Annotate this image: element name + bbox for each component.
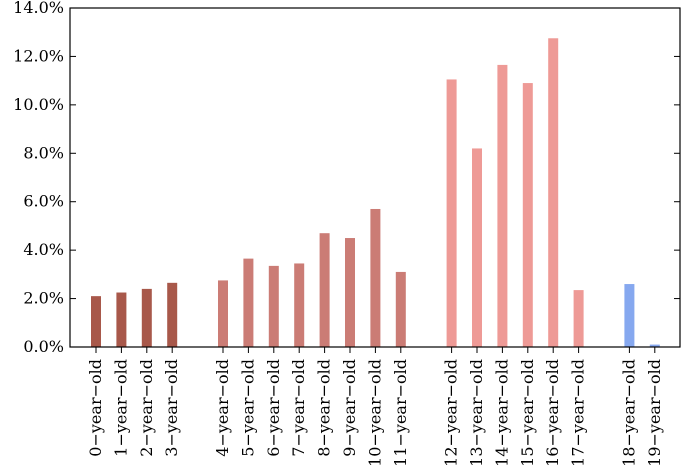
x-tick-label: 2−year−old <box>137 359 156 457</box>
y-axis: 0.0% 2.0% 4.0% 6.0% 8.0% 10.0% 12.0% 14.0% <box>13 0 680 356</box>
x-axis: 0−year−old 1−year−old 2−year−old 3−year−old… <box>86 347 664 467</box>
x-tick-label: 11−year−old <box>391 359 410 467</box>
x-tick-label: 8−year−old <box>315 359 334 457</box>
x-tick-label: 6−year−old <box>264 359 283 457</box>
plot-frame <box>69 7 681 348</box>
x-tick-label: 0−year−old <box>86 359 105 457</box>
y-tick-label: 8.0% <box>23 143 64 162</box>
bar <box>370 208 381 347</box>
bar <box>548 38 559 348</box>
y-tick-label: 10.0% <box>13 95 64 114</box>
x-tick-label: 9−year−old <box>340 359 359 457</box>
y-tick-label: 4.0% <box>23 240 64 259</box>
bar <box>294 263 305 347</box>
bar <box>91 296 101 347</box>
bar <box>472 148 482 347</box>
bar <box>167 282 178 347</box>
bar <box>243 258 254 347</box>
x-tick-label: 13−year−old <box>467 359 486 467</box>
bar <box>446 79 457 348</box>
x-tick-label: 3−year−old <box>162 359 181 457</box>
bars <box>91 38 660 348</box>
bar <box>395 271 406 347</box>
x-tick-label: 17−year−old <box>569 359 588 467</box>
bar <box>649 344 660 347</box>
bar <box>522 83 533 348</box>
y-tick-label: 2.0% <box>23 289 64 308</box>
bar <box>141 288 152 347</box>
bar <box>268 265 279 347</box>
x-tick-label: 19−year−old <box>645 359 664 467</box>
y-tick-label: 14.0% <box>13 0 64 17</box>
x-tick-label: 7−year−old <box>289 359 308 457</box>
x-tick-label: 18−year−old <box>619 359 638 467</box>
x-tick-label: 10−year−old <box>365 359 384 467</box>
bar <box>624 284 635 347</box>
x-tick-label: 4−year−old <box>213 359 232 457</box>
bar <box>573 290 584 347</box>
x-tick-label: 1−year−old <box>111 359 130 457</box>
y-tick-label: 6.0% <box>23 192 64 211</box>
x-tick-label: 14−year−old <box>492 359 511 467</box>
bar <box>116 292 127 347</box>
bar <box>218 280 228 347</box>
x-tick-label: 15−year−old <box>518 359 537 467</box>
y-tick-label: 12.0% <box>13 46 64 65</box>
bar <box>319 233 330 347</box>
bar <box>345 238 355 347</box>
bar <box>497 64 508 348</box>
x-tick-label: 16−year−old <box>543 359 562 467</box>
y-tick-label: 0.0% <box>23 337 64 356</box>
x-tick-label: 12−year−old <box>442 359 461 467</box>
x-tick-label: 5−year−old <box>238 359 257 457</box>
